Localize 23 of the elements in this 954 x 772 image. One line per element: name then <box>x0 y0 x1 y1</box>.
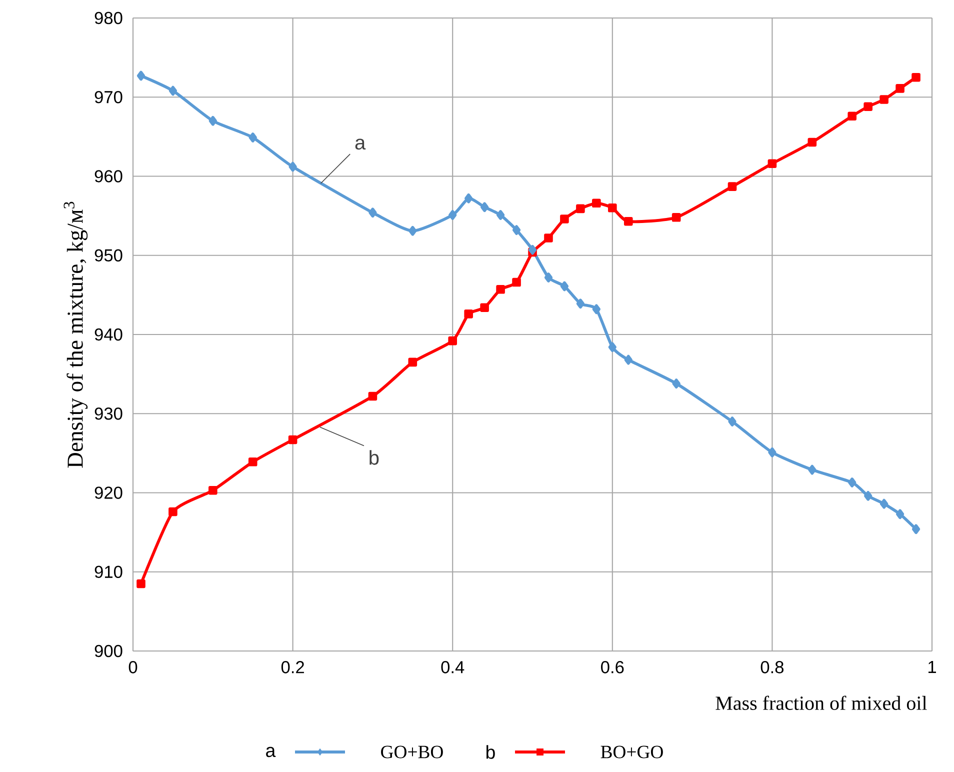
x-tick-label: 0.4 <box>441 661 464 674</box>
annotation: a <box>355 138 366 150</box>
annotation: b <box>370 450 379 465</box>
y-tick-label: 930 <box>94 407 122 420</box>
y-tick-label: 960 <box>94 170 122 182</box>
y-tick-label: 970 <box>94 90 122 104</box>
x-tick-label: 0.6 <box>601 661 624 674</box>
y-tick-label: 910 <box>94 566 122 578</box>
y-tick-label: 940 <box>94 328 122 341</box>
text: a <box>266 746 276 758</box>
x-tick-label: 0 <box>128 661 138 674</box>
x-tick-label: 0.2 <box>281 661 304 674</box>
legend-label: BO+GO <box>600 746 663 758</box>
y-tick-label: 950 <box>94 249 122 262</box>
y-tick-label: 980 <box>94 12 122 24</box>
x-tick-label: 0.8 <box>760 661 784 674</box>
y-axis-title: Density of the mixture, kg/м$^{3}$ <box>64 202 88 468</box>
x-tick-label: 1 <box>928 661 936 673</box>
legend-label: GO+BO <box>381 746 443 758</box>
x-axis-title: Mass fraction of mixed oil <box>716 696 927 710</box>
text: b <box>486 745 495 759</box>
y-tick-label: 920 <box>94 486 122 499</box>
y-tick-label: 900 <box>94 644 122 658</box>
